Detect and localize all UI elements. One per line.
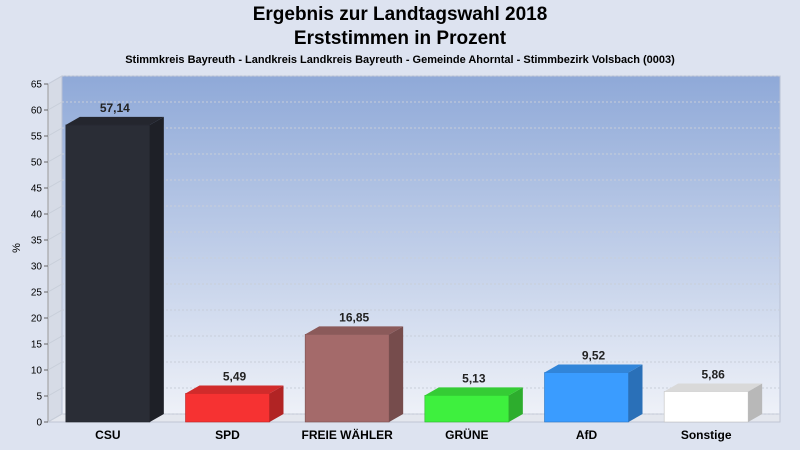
x-tick-label: GRÜNE xyxy=(445,427,488,442)
gridline-slant xyxy=(47,179,63,189)
x-tick-label: CSU xyxy=(95,428,120,442)
bar-freie-wähler xyxy=(304,326,404,423)
bar-top xyxy=(544,364,643,373)
data-label: 9,52 xyxy=(582,348,606,362)
gridline-slant xyxy=(47,205,63,215)
gridline-slant xyxy=(47,257,63,267)
y-tick-label: 60 xyxy=(31,106,43,117)
gridline-slant xyxy=(47,335,63,345)
chart-caption: Stimmkreis Bayreuth - Landkreis Landkrei… xyxy=(125,54,675,66)
gridline-slant xyxy=(47,387,63,397)
data-label: 57,14 xyxy=(100,101,130,115)
y-tick-label: 25 xyxy=(31,288,43,299)
data-label: 5,86 xyxy=(701,368,725,382)
data-label: 16,85 xyxy=(339,310,369,324)
gridline-slant xyxy=(47,101,63,111)
y-tick-label: 65 xyxy=(31,80,43,91)
bar-top xyxy=(424,387,523,396)
y-tick-label: 30 xyxy=(31,262,43,273)
data-label: 5,49 xyxy=(223,369,247,383)
plot-left-wall xyxy=(47,75,63,423)
bar-side xyxy=(628,364,643,422)
bar-front xyxy=(544,372,629,423)
bar-side xyxy=(149,116,164,422)
bar-side xyxy=(269,385,284,422)
bar-front xyxy=(304,334,390,423)
gridline-slant xyxy=(47,127,63,137)
bar-front xyxy=(185,393,270,423)
bar-top xyxy=(664,383,763,392)
gridline-slant xyxy=(47,309,63,319)
y-tick-label: 45 xyxy=(31,184,43,195)
y-tick-label: 10 xyxy=(31,366,43,377)
bar-side xyxy=(508,387,523,422)
gridline-slant xyxy=(47,361,63,371)
bar-front xyxy=(424,395,510,423)
bar-front xyxy=(65,124,151,423)
plot-background xyxy=(61,75,781,415)
gridline-slant xyxy=(47,75,63,85)
bar-csu xyxy=(65,116,164,423)
y-tick-label: 50 xyxy=(31,158,43,169)
x-tick-label: SPD xyxy=(215,428,240,442)
gridline-slant xyxy=(47,153,63,163)
bar-top xyxy=(305,326,404,335)
bar-grüne xyxy=(424,387,523,423)
y-tick-label: 35 xyxy=(31,236,43,247)
y-tick-label: 20 xyxy=(31,314,43,325)
y-tick-label: 40 xyxy=(31,210,43,221)
data-label: 5,13 xyxy=(462,371,486,385)
x-tick-label: Sonstige xyxy=(681,428,732,442)
y-axis-label: % xyxy=(11,243,23,253)
y-tick-label: 55 xyxy=(31,132,43,143)
chart-title: Ergebnis zur Landtagswahl 2018 xyxy=(252,4,548,25)
x-tick-label: FREIE WÄHLER xyxy=(301,427,393,442)
bar-top xyxy=(65,116,164,125)
y-tick-label: 0 xyxy=(36,418,42,429)
bar-afd xyxy=(544,364,643,423)
bar-front xyxy=(663,391,749,423)
bar-top xyxy=(185,385,284,394)
y-tick-label: 5 xyxy=(36,392,42,403)
chart-subtitle: Erststimmen in Prozent xyxy=(293,28,507,49)
bar-side xyxy=(748,383,763,422)
gridline-slant xyxy=(47,413,63,423)
bar-side xyxy=(389,326,404,422)
bar-spd xyxy=(185,385,284,423)
x-tick-label: AfD xyxy=(576,428,598,442)
bar-sonstige xyxy=(663,383,763,423)
gridline-slant xyxy=(47,283,63,293)
gridline-slant xyxy=(47,231,63,241)
y-tick-label: 15 xyxy=(31,340,43,351)
